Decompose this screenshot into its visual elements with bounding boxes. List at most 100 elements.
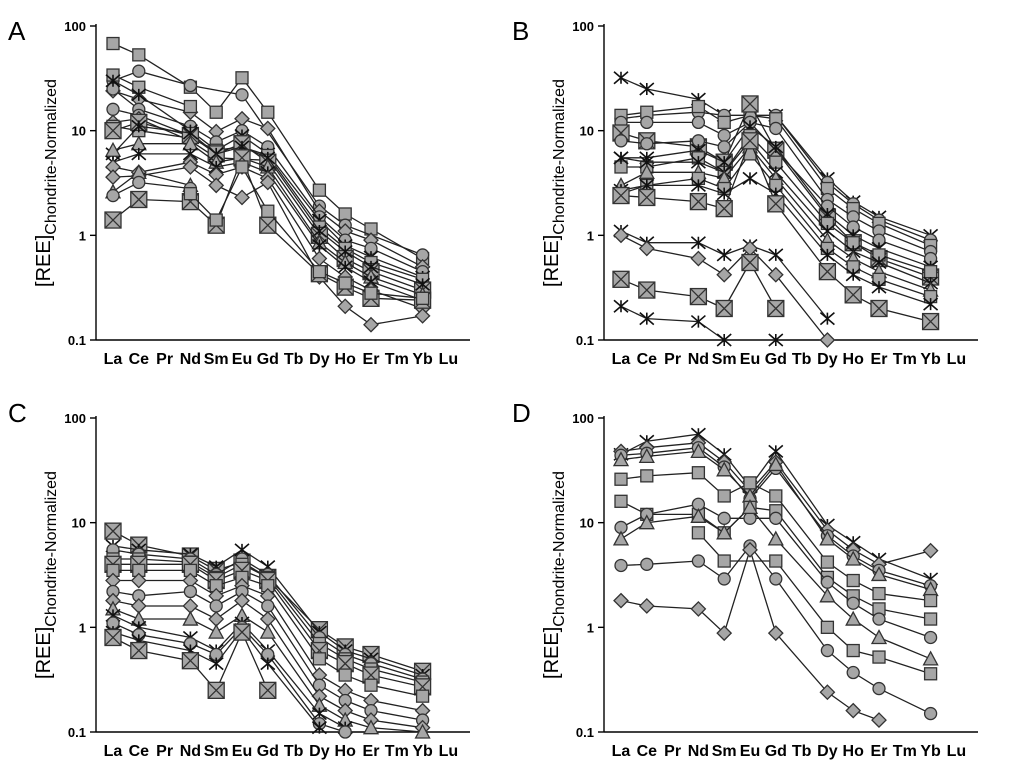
marker-circle (183, 78, 198, 93)
marker-star (311, 238, 327, 253)
marker-xbox-cross (104, 122, 122, 140)
panel-c-series-line (112, 614, 346, 729)
panel-a-series-line (112, 161, 423, 310)
marker-square (923, 264, 938, 279)
marker-square (717, 489, 731, 503)
marker-xbox-cross (741, 95, 759, 113)
marker-xbox-cross (689, 288, 707, 306)
panel-b-x-tick-label: Eu (740, 351, 760, 368)
panel-a-series-line (112, 143, 423, 296)
panel-d-y-tick-label: 100 (572, 411, 594, 426)
panel-d-x-tick-label: Nd (688, 743, 709, 760)
marker-square (235, 71, 249, 85)
panel-d-series-4 (612, 442, 939, 597)
marker-triangle (612, 451, 630, 467)
panel-b-x-tick-label: Ho (843, 351, 865, 368)
marker-triangle (690, 442, 707, 459)
marker-circle (846, 596, 860, 610)
panel-b-series-line (620, 139, 931, 284)
panel-a-x-tick-label: Gd (257, 351, 279, 368)
panel-a-y-tick-label: 0.1 (68, 333, 86, 348)
panel-d-series-8 (612, 499, 939, 666)
panel-d-series-line (620, 450, 931, 591)
panel-d-series-line (620, 447, 931, 587)
marker-square (209, 213, 223, 227)
marker-square (312, 264, 327, 279)
marker-triangle (716, 461, 733, 477)
marker-xbox-cross (922, 313, 940, 331)
marker-square (312, 183, 327, 197)
marker-diamond (767, 266, 784, 283)
marker-star (768, 333, 784, 347)
marker-star (768, 248, 784, 262)
marker-circle (820, 575, 835, 589)
marker-star (613, 299, 629, 313)
marker-star (131, 88, 147, 102)
panel-a-x-tick-label: Yb (412, 351, 433, 368)
panel-d-series-line (620, 547, 880, 721)
panel-b-y-tick-label: 0.1 (576, 333, 594, 348)
marker-square (820, 620, 835, 634)
panel-b-x-tick-label: Ce (637, 351, 658, 368)
panel-a-x-tick-label: Pr (156, 351, 173, 368)
panel-d-series-10 (614, 539, 938, 721)
panel-d: D 0.1 1 10 100 La Ce Pr Nd Sm Eu Gd Tb Dy Ho Er Tm Yb Lu [… (512, 398, 978, 760)
marker-square (415, 291, 430, 305)
panel-c-series-line (112, 608, 423, 733)
panel-b-series-12 (613, 171, 939, 311)
marker-triangle (612, 530, 630, 546)
panel-a-x-tick-label: La (104, 351, 123, 368)
marker-circle (614, 558, 628, 573)
marker-triangle (208, 623, 225, 639)
marker-diamond (819, 684, 836, 701)
panel-c-series-line (112, 590, 423, 721)
panel-b-series-line (620, 177, 931, 305)
panel-a-x-tick-label: Lu (439, 351, 459, 368)
marker-diamond (638, 598, 655, 614)
marker-diamond (845, 702, 862, 719)
marker-triangle (690, 507, 707, 523)
panel-a-x-tick-label: Dy (309, 351, 330, 368)
marker-circle (923, 630, 938, 645)
marker-diamond (311, 250, 328, 267)
marker-circle (106, 188, 120, 203)
marker-square (923, 612, 938, 626)
panel-b-series-line (621, 121, 931, 253)
marker-star (742, 171, 758, 185)
panel-a-y-axis-label: [REE]Chondrite-Normalized (33, 79, 60, 287)
marker-xbox-cross (870, 300, 888, 317)
panel-b-y-axis-label-sub: Chondrite-Normalized (551, 79, 568, 235)
marker-star (923, 297, 939, 311)
panel-a-series-line (112, 155, 423, 301)
marker-star (871, 280, 887, 294)
marker-diamond (130, 572, 147, 589)
panel-c-x-tick-label: Sm (204, 743, 229, 760)
marker-triangle (741, 499, 759, 515)
marker-square (614, 494, 628, 508)
panel-d-series-11 (613, 541, 887, 728)
marker-circle (717, 511, 731, 525)
marker-diamond (767, 625, 784, 642)
marker-square (614, 472, 628, 486)
panel-b-x-tick-label: Nd (688, 351, 709, 368)
marker-square (691, 466, 706, 480)
panel-d-y-axis-label-main: [REE] (541, 627, 563, 679)
panel-c-y-tick-label: 100 (64, 411, 86, 426)
marker-diamond (105, 169, 121, 186)
panel-c-y-tick-label: 0.1 (68, 725, 86, 740)
marker-diamond (819, 332, 836, 348)
panel-a-y-axis-label-main: [REE] (33, 235, 55, 287)
panel-d-x-tick-label: Ho (843, 743, 865, 760)
panel-d-series-line (620, 503, 931, 639)
marker-triangle (414, 723, 431, 739)
marker-star (311, 721, 327, 735)
marker-triangle (870, 629, 888, 645)
marker-square (640, 469, 654, 483)
marker-xbox-cross (689, 193, 707, 211)
panel-d-letter: D (512, 398, 531, 428)
marker-xbox-cross (638, 189, 656, 206)
panel-d-series-line (620, 472, 931, 602)
panel-a-series-19 (183, 160, 430, 305)
panel-c-x-tick-label: Pr (156, 743, 173, 760)
marker-diamond (613, 592, 629, 609)
